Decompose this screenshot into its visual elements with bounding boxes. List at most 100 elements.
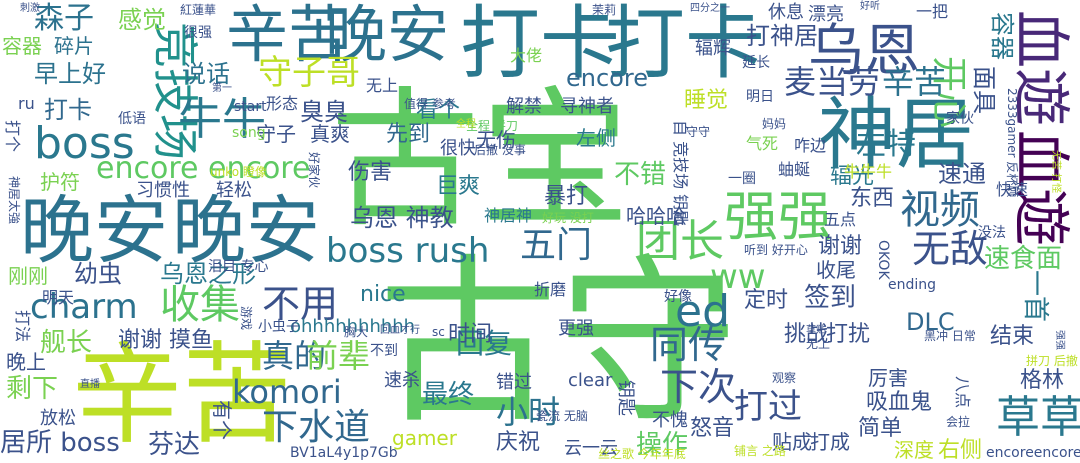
word: 谢谢 摸鱼	[118, 328, 213, 353]
word: 暴打	[544, 184, 589, 209]
word: 不用	[262, 282, 339, 326]
word: 深度	[894, 438, 934, 462]
word: 贴成	[772, 430, 812, 454]
word: 最终	[422, 380, 475, 410]
word: 幼虫	[74, 260, 122, 288]
word: 打卡	[605, 0, 765, 90]
word: 铺言 之路	[734, 444, 786, 458]
word: 挑战	[784, 322, 829, 347]
word: 视频	[900, 187, 980, 233]
word: 下次	[660, 365, 737, 409]
word: 一首	[1020, 270, 1050, 323]
word: 瓷流 无脑	[536, 409, 588, 423]
word: 守子哥	[258, 53, 360, 93]
word: 刚刚	[8, 264, 48, 288]
word: 游戏	[239, 306, 253, 331]
word: 更强	[558, 318, 594, 339]
word: 妈妈	[762, 117, 787, 131]
word: 乌恩	[808, 19, 920, 84]
word: 云一云	[564, 438, 618, 459]
word: 会拉	[946, 415, 971, 429]
word: ru	[18, 94, 35, 113]
word: 轻松	[216, 180, 252, 201]
word: 晚安	[172, 188, 320, 274]
word: 操作	[636, 430, 689, 460]
word: 速食面	[984, 244, 1063, 274]
word: 真爽	[310, 122, 350, 146]
word: 打法	[13, 310, 32, 343]
word: 全程 拼刀	[466, 119, 518, 133]
word: 先到	[386, 122, 431, 147]
word: 解禁	[506, 96, 542, 117]
word: 晚安	[20, 188, 168, 274]
word: 打卡	[460, 0, 620, 90]
word: 同传	[650, 323, 727, 367]
word: 辛苦	[72, 331, 292, 459]
word: 大佬	[510, 46, 543, 65]
word: 家伙	[946, 111, 974, 127]
word: 速杀	[384, 370, 420, 391]
word: 麦当劳	[784, 63, 881, 101]
word: 打成	[810, 430, 850, 454]
word: 四分之一	[690, 3, 730, 14]
word: 延长	[742, 55, 770, 71]
word: 强强	[724, 185, 832, 248]
word: 牛牛	[178, 94, 266, 145]
word: 漂亮	[808, 4, 844, 25]
word: 速通	[938, 160, 986, 188]
word: 晚上	[6, 350, 46, 374]
word: 晚安	[325, 0, 450, 71]
word: 无上	[366, 76, 399, 95]
word: 古宝	[330, 74, 631, 248]
word: 舰长	[40, 328, 93, 358]
word: 2333gamer 反杯顾	[1005, 88, 1019, 198]
word: 习惯性	[136, 180, 190, 201]
word: 拼刀 后撤	[1026, 354, 1078, 368]
word: 打过	[734, 387, 802, 427]
word: 回血才行	[380, 325, 420, 336]
word: 钥匙	[615, 380, 636, 416]
word: OKOK	[875, 240, 891, 280]
word: 折磨	[534, 280, 567, 299]
word: 团长	[636, 216, 724, 267]
word: 说话	[182, 60, 230, 88]
word: 听到 好开心	[744, 243, 808, 257]
word: start	[234, 99, 267, 115]
word: 血遊	[1007, 10, 1075, 127]
word: unko 瞪像	[210, 165, 267, 179]
word: 咋边	[794, 136, 827, 155]
word: 芬达	[148, 430, 201, 460]
word: 签到	[804, 283, 857, 313]
word: 打扰	[826, 322, 871, 347]
word: ending	[888, 277, 937, 293]
word: 无苦 打怪	[1050, 150, 1061, 194]
word: 一圈	[728, 171, 756, 187]
word: 无敌	[912, 227, 989, 271]
word: 臭臭	[300, 98, 348, 126]
word: 居所 boss	[0, 428, 120, 458]
word: ed	[675, 286, 730, 337]
word: 第一	[212, 83, 232, 94]
word: 怒音	[690, 416, 735, 441]
word: 古守	[378, 239, 739, 448]
word: 看个	[416, 98, 461, 123]
word: 好像	[664, 289, 692, 305]
word: 左特	[856, 127, 916, 162]
word: 不到	[370, 343, 398, 359]
word: 快速	[996, 180, 1029, 199]
word: 刺激	[20, 3, 40, 14]
word: 无伤	[476, 128, 516, 152]
word: 乌恩 神教	[350, 204, 454, 232]
word: boss	[34, 118, 135, 169]
word: 没法	[978, 225, 1006, 241]
word: 厉害	[868, 366, 908, 390]
word: 好玩 没打	[542, 211, 594, 225]
word: 很快	[440, 138, 476, 159]
word: 直播	[80, 379, 100, 390]
word: 小时	[496, 393, 561, 431]
word: 打神居	[746, 22, 818, 50]
word: 明日	[746, 89, 774, 105]
word: 森子	[34, 1, 94, 36]
word: 简单	[858, 416, 903, 441]
